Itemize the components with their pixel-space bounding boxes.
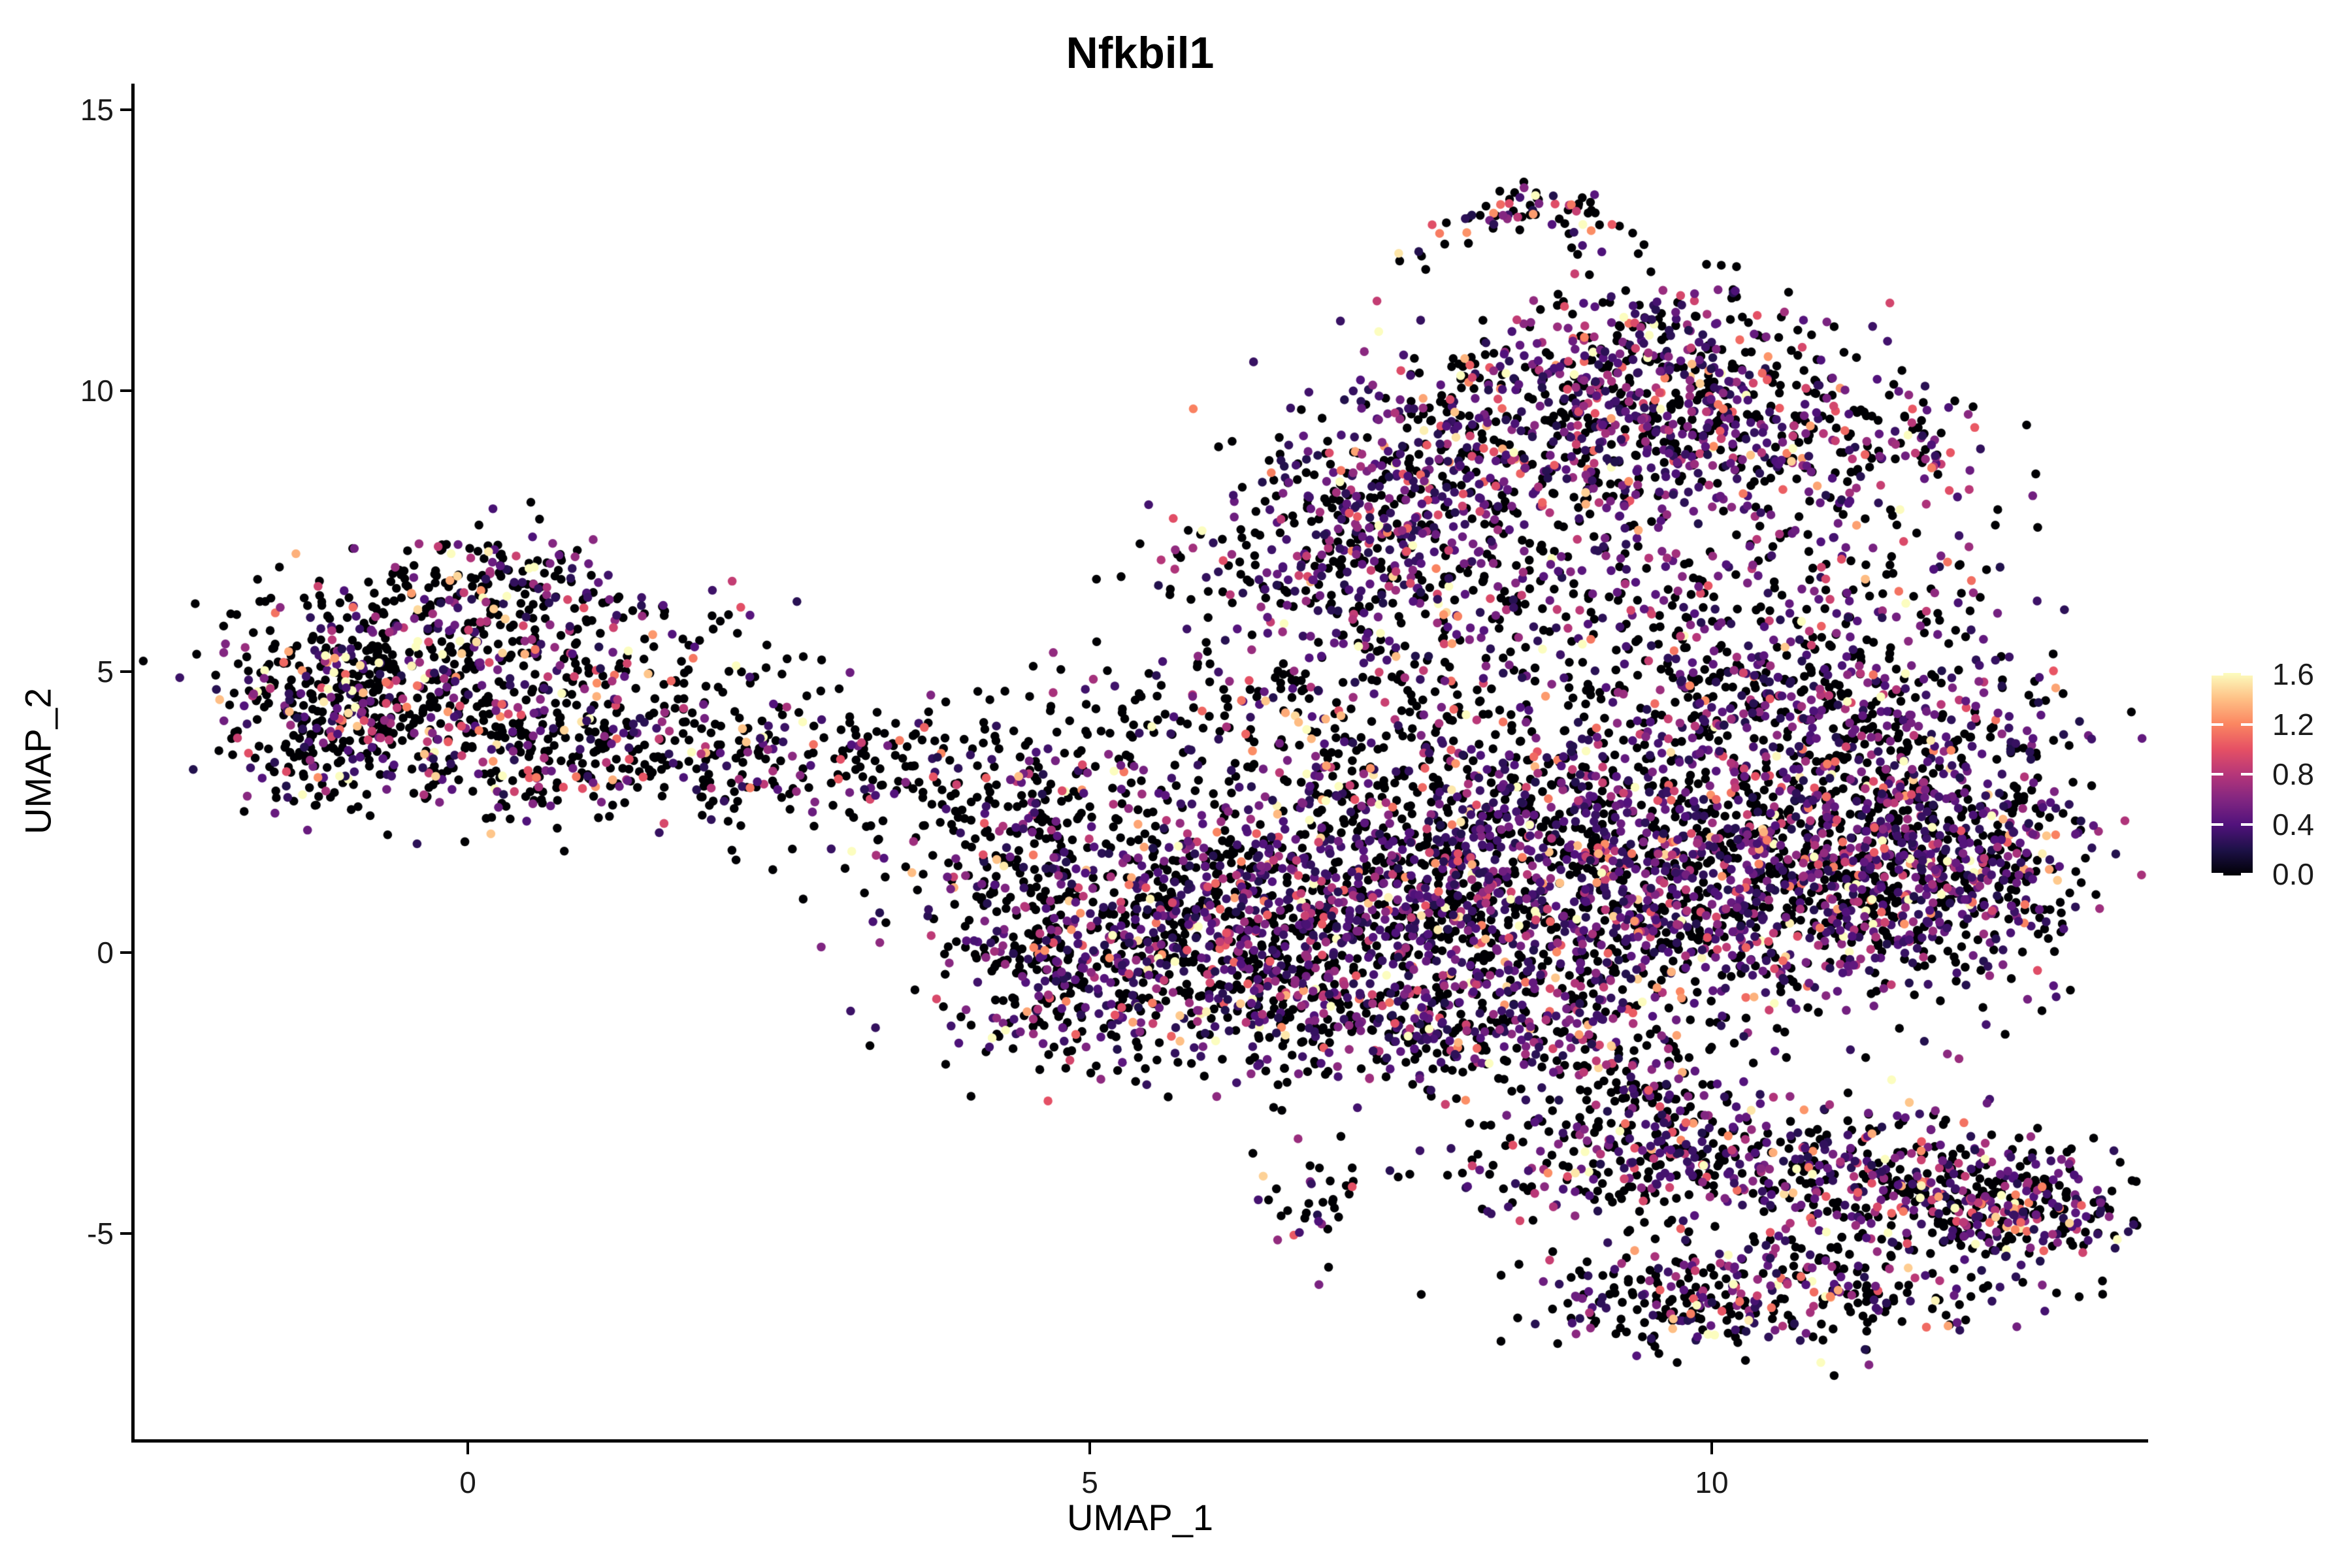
y-tick-label: 5: [97, 655, 114, 689]
y-tick-mark: [120, 670, 132, 673]
y-tick-mark: [120, 951, 132, 954]
colorbar-tick-mark: [2241, 873, 2253, 875]
x-axis-line: [132, 1439, 2148, 1443]
y-tick-label: -5: [87, 1217, 114, 1250]
y-tick-label: 10: [80, 374, 114, 408]
y-axis-line: [131, 84, 135, 1443]
colorbar-tick-label: 1.6: [2272, 657, 2314, 691]
colorbar-tick-mark: [2212, 773, 2223, 776]
y-tick-mark: [120, 389, 132, 392]
colorbar-tick-label: 0.4: [2272, 807, 2314, 841]
colorbar-tick-label: 0.8: [2272, 757, 2314, 791]
y-tick-label: 0: [97, 936, 114, 970]
colorbar-tick-label: 0.0: [2272, 857, 2314, 891]
colorbar-tick-mark: [2241, 723, 2253, 726]
x-tick-label: 5: [1081, 1465, 1098, 1499]
y-axis-title: UMAP_2: [17, 687, 59, 835]
y-tick-mark: [120, 108, 132, 111]
colorbar-tick-label: 1.2: [2272, 707, 2314, 742]
colorbar-tick-mark: [2212, 823, 2223, 826]
x-axis-title: UMAP_1: [1066, 1497, 1214, 1538]
x-tick-mark: [466, 1443, 469, 1454]
colorbar-tick-mark: [2212, 673, 2223, 676]
plot-title: Nfkbil1: [1066, 28, 1215, 78]
y-tick-mark: [120, 1232, 132, 1235]
colorbar-tick-mark: [2212, 873, 2223, 875]
x-tick-mark: [1088, 1443, 1091, 1454]
x-tick-label: 0: [459, 1465, 476, 1499]
colorbar-tick-mark: [2241, 823, 2253, 826]
x-tick-mark: [1710, 1443, 1713, 1454]
y-tick-label: 15: [80, 93, 114, 127]
colorbar-tick-mark: [2241, 673, 2253, 676]
colorbar-tick-mark: [2212, 723, 2223, 726]
x-tick-label: 10: [1695, 1465, 1729, 1499]
colorbar-tick-mark: [2241, 773, 2253, 776]
